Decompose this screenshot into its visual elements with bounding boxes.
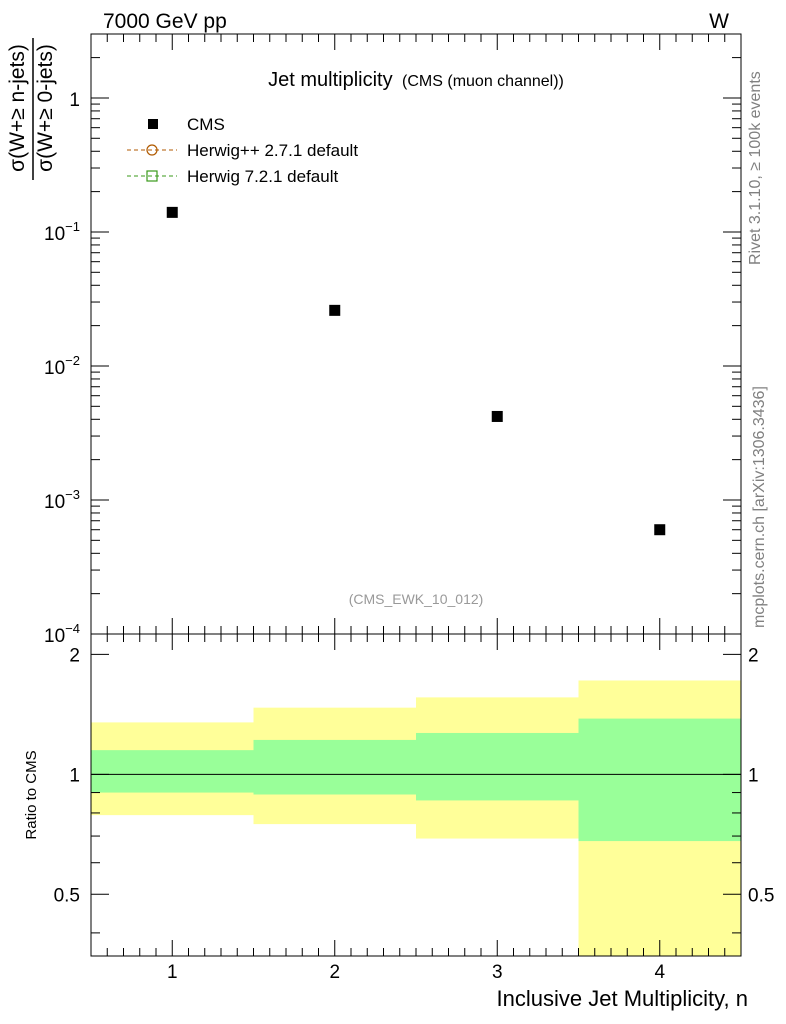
plot-title: Jet multiplicity (CMS (muon channel))	[268, 69, 564, 91]
legend-herwigpp-label: Herwig++ 2.7.1 default	[187, 141, 358, 160]
main-y-tick-mantissa: 10	[44, 224, 65, 245]
plot-title-sub: (CMS (muon channel))	[402, 73, 564, 90]
ratio-y-tick-label-left: 2	[69, 645, 80, 666]
main-y-label: σ(W+≥ n-jets) σ(W+≥ 0-jets)	[6, 38, 57, 180]
ratio-y-tick-label-left: 1	[69, 765, 80, 786]
header-left: 7000 GeV pp	[103, 10, 227, 33]
ratio-y-tick-label-right: 1	[748, 765, 759, 786]
ratio-stat-band	[253, 739, 416, 795]
main-ylabel-denominator: σ(W+≥ 0-jets)	[34, 44, 57, 172]
ratio-y-label: Ratio to CMS	[23, 750, 40, 839]
ratio-y-tick-label-right: 0.5	[748, 885, 774, 906]
analysis-id: (CMS_EWK_10_012)	[349, 591, 484, 607]
legend-herwig7-label: Herwig 7.2.1 default	[187, 167, 338, 186]
x-tick-label: 3	[492, 962, 503, 983]
rivet-label: Rivet 3.1.10, ≥ 100k events	[747, 71, 764, 265]
main-panel-ticks	[90, 33, 742, 635]
x-axis-label: Inclusive Jet Multiplicity, n	[497, 986, 748, 1011]
cms-data-point	[166, 206, 178, 218]
legend-herwig7-marker	[146, 170, 158, 182]
main-y-tick-mantissa: 10	[44, 358, 65, 379]
main-ylabel-numerator: σ(W+≥ n-jets)	[6, 44, 29, 172]
ratio-stat-band	[91, 750, 254, 793]
main-y-tick-exponent: −3	[65, 487, 80, 502]
legend-herwigpp-marker	[146, 144, 158, 156]
main-y-tick-mantissa: 10	[44, 492, 65, 513]
main-y-tick-exponent: −1	[65, 219, 80, 234]
cms-data-points	[166, 206, 666, 536]
ratio-y-tick-label-right: 2	[748, 645, 759, 666]
cms-data-point	[654, 524, 666, 536]
main-y-tick-labels: 10−410−310−210−11	[44, 90, 80, 647]
ratio-panel-ticks	[90, 634, 742, 956]
header-right: W	[709, 10, 729, 33]
main-y-tick-exponent: −2	[65, 353, 80, 368]
cms-data-point	[329, 304, 341, 316]
plot-title-main: Jet multiplicity	[268, 69, 392, 91]
legend: CMS Herwig++ 2.7.1 default Herwig 7.2.1 …	[127, 115, 358, 186]
legend-cms-marker	[148, 119, 158, 129]
main-y-tick-mantissa: 1	[69, 90, 80, 111]
ratio-stat-band	[578, 718, 741, 842]
mcplots-label: mcplots.cern.ch [arXiv:1306.3436]	[751, 386, 768, 628]
legend-cms-label: CMS	[187, 115, 225, 134]
ratio-y-tick-label-left: 0.5	[54, 885, 80, 906]
ratio-y-tick-labels: 0.5 0.5 1 1 2 2	[54, 645, 775, 906]
main-y-tick-label: 10−3	[44, 487, 80, 513]
main-y-tick-label: 10−1	[44, 219, 80, 245]
main-y-tick-label: 1	[69, 90, 80, 111]
x-tick-label: 4	[654, 962, 665, 983]
x-tick-label: 1	[167, 962, 178, 983]
main-y-tick-mantissa: 10	[44, 626, 65, 647]
ratio-stat-band	[416, 732, 579, 801]
cms-data-point	[491, 410, 503, 422]
x-tick-label: 2	[329, 962, 340, 983]
ratio-bands	[91, 680, 741, 956]
main-y-tick-exponent: −4	[65, 621, 80, 636]
x-tick-labels: 1 2 3 4	[167, 962, 666, 983]
main-y-tick-label: 10−2	[44, 353, 80, 379]
main-y-tick-label: 10−4	[44, 621, 80, 647]
